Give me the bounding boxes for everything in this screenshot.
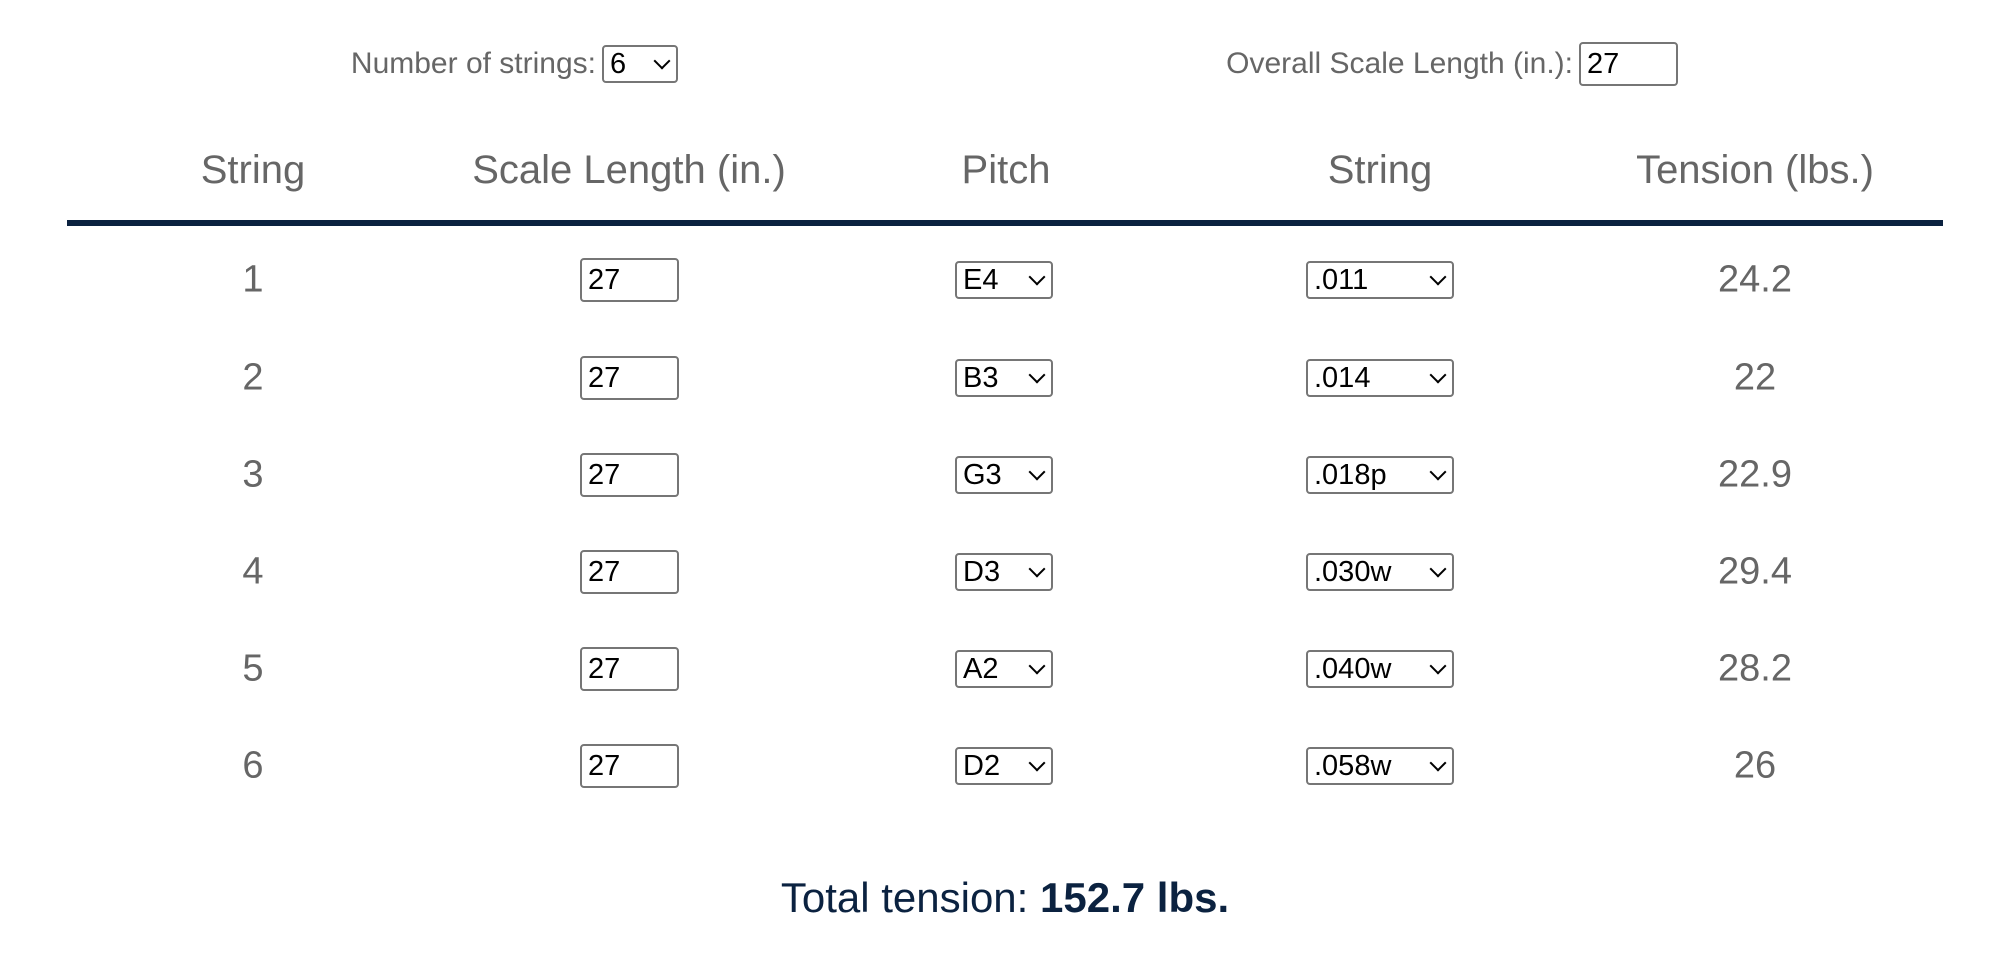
total-tension: Total tension: 152.7 lbs. — [0, 874, 2010, 922]
gauge-select[interactable]: .011 — [1306, 261, 1454, 299]
scale-length-group: Overall Scale Length (in.): 27 — [1226, 42, 1678, 86]
gauge-value: .018p — [1314, 458, 1387, 491]
chevron-down-icon — [1429, 366, 1447, 384]
string-number: 5 — [242, 647, 264, 690]
chevron-down-icon — [1429, 754, 1447, 772]
string-number: 3 — [242, 453, 264, 496]
gauge-select[interactable]: .014 — [1306, 359, 1454, 397]
pitch-select[interactable]: D3 — [955, 553, 1053, 591]
num-strings-label: Number of strings: — [350, 47, 596, 80]
scale-length-field-value: 27 — [588, 361, 621, 394]
tension-value: 24.2 — [1718, 258, 1792, 301]
tension-value: 22.9 — [1718, 453, 1792, 496]
chevron-down-icon — [1028, 268, 1046, 286]
scale-length-field[interactable]: 27 — [580, 550, 679, 594]
total-label: Total tension: — [780, 874, 1029, 921]
gauge-select[interactable]: .030w — [1306, 553, 1454, 591]
chevron-down-icon — [1028, 560, 1046, 578]
gauge-value: .030w — [1314, 555, 1392, 588]
scale-length-field[interactable]: 27 — [580, 356, 679, 400]
table-row: 1 27 E4 .011 24.2 — [0, 250, 2010, 310]
table-row: 4 27 D3 .030w 29.4 — [0, 542, 2010, 602]
pitch-value: A2 — [963, 652, 999, 685]
chevron-down-icon — [1429, 463, 1447, 481]
gauge-select[interactable]: .018p — [1306, 456, 1454, 494]
scale-length-field-value: 27 — [588, 555, 621, 588]
gauge-select[interactable]: .040w — [1306, 650, 1454, 688]
chevron-down-icon — [1028, 463, 1046, 481]
header-string: String — [200, 148, 306, 192]
gauge-select[interactable]: .058w — [1306, 747, 1454, 785]
total-value: 152.7 lbs. — [1040, 874, 1230, 921]
num-strings-value: 6 — [610, 47, 627, 80]
pitch-value: G3 — [963, 458, 1002, 491]
scale-length-field[interactable]: 27 — [580, 258, 679, 302]
header-pitch: Pitch — [961, 148, 1051, 192]
gauge-value: .058w — [1314, 749, 1392, 782]
scale-length-input[interactable]: 27 — [1579, 42, 1678, 86]
scale-length-field[interactable]: 27 — [580, 453, 679, 497]
string-number: 2 — [242, 356, 264, 399]
header-gauge: String — [1327, 148, 1433, 192]
tension-value: 26 — [1733, 744, 1777, 787]
tension-value: 29.4 — [1718, 550, 1792, 593]
header-divider — [67, 220, 1943, 226]
pitch-select[interactable]: B3 — [955, 359, 1053, 397]
header-tension: Tension (lbs.) — [1636, 148, 1874, 192]
tension-value: 22 — [1733, 356, 1777, 399]
num-strings-group: Number of strings: 6 — [351, 42, 678, 86]
scale-length-field-value: 27 — [588, 749, 621, 782]
chevron-down-icon — [1028, 657, 1046, 675]
pitch-value: D3 — [963, 555, 1001, 588]
scale-length-field-value: 27 — [588, 652, 621, 685]
scale-length-field-value: 27 — [588, 263, 621, 296]
pitch-select[interactable]: E4 — [955, 261, 1053, 299]
chevron-down-icon — [1429, 560, 1447, 578]
table-row: 5 27 A2 .040w 28.2 — [0, 639, 2010, 699]
scale-length-field[interactable]: 27 — [580, 744, 679, 788]
chevron-down-icon — [1429, 657, 1447, 675]
string-number: 1 — [242, 258, 264, 301]
table-row: 2 27 B3 .014 22 — [0, 348, 2010, 408]
gauge-value: .040w — [1314, 652, 1392, 685]
pitch-value: B3 — [963, 361, 999, 394]
table-row: 3 27 G3 .018p 22.9 — [0, 445, 2010, 505]
gauge-value: .014 — [1314, 361, 1371, 394]
chevron-down-icon — [1429, 268, 1447, 286]
pitch-select[interactable]: D2 — [955, 747, 1053, 785]
scale-length-label: Overall Scale Length (in.): — [1226, 47, 1573, 80]
string-number: 4 — [242, 550, 264, 593]
string-number: 6 — [242, 744, 264, 787]
scale-length-field[interactable]: 27 — [580, 647, 679, 691]
header-scale-length: Scale Length (in.) — [472, 148, 786, 192]
pitch-value: D2 — [963, 749, 1001, 782]
scale-length-field-value: 27 — [588, 458, 621, 491]
chevron-down-icon — [1028, 754, 1046, 772]
chevron-down-icon — [1028, 366, 1046, 384]
chevron-down-icon — [653, 52, 671, 70]
table-row: 6 27 D2 .058w 26 — [0, 736, 2010, 796]
tension-value: 28.2 — [1718, 647, 1792, 690]
pitch-value: E4 — [963, 263, 999, 296]
num-strings-select[interactable]: 6 — [602, 45, 678, 83]
scale-length-value: 27 — [1587, 47, 1620, 80]
gauge-value: .011 — [1314, 263, 1369, 296]
pitch-select[interactable]: A2 — [955, 650, 1053, 688]
pitch-select[interactable]: G3 — [955, 456, 1053, 494]
